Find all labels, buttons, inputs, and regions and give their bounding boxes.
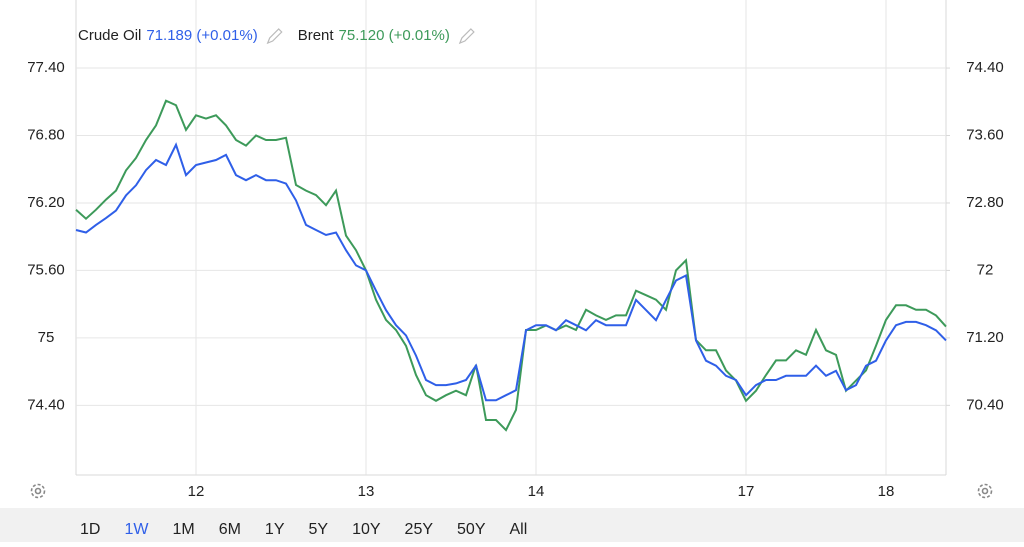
legend-value: 75.120 (+0.01%) xyxy=(339,27,450,44)
range-button[interactable]: 1M xyxy=(172,521,194,538)
x-tick-label: 17 xyxy=(738,483,755,500)
legend-name: Crude Oil xyxy=(78,27,141,44)
line-series xyxy=(75,142,947,402)
y-tick-label: 75.60 xyxy=(27,261,65,278)
y2-tick-label: 72 xyxy=(977,261,994,278)
range-button[interactable]: 50Y xyxy=(457,521,486,538)
y-tick-label: 75 xyxy=(38,329,55,346)
x-tick-label: 18 xyxy=(878,483,895,500)
line-series xyxy=(75,99,947,432)
legend-name: Brent xyxy=(298,27,335,44)
settings-icon-left[interactable] xyxy=(30,483,46,499)
y2-tick-label: 70.40 xyxy=(966,396,1004,413)
x-tick-label: 13 xyxy=(358,483,375,500)
x-tick-label: 14 xyxy=(528,483,545,500)
y2-tick-label: 74.40 xyxy=(966,59,1004,76)
x-tick-label: 12 xyxy=(188,483,205,500)
range-button[interactable]: 6M xyxy=(219,521,241,538)
y-tick-label: 74.40 xyxy=(27,396,65,413)
legend-value: 71.189 (+0.01%) xyxy=(146,27,257,44)
range-button[interactable]: 10Y xyxy=(352,521,381,538)
range-button[interactable]: 1D xyxy=(80,521,100,538)
y2-tick-label: 71.20 xyxy=(966,329,1004,346)
y-tick-label: 76.80 xyxy=(27,126,65,143)
y-tick-label: 77.40 xyxy=(27,59,65,76)
range-button[interactable]: All xyxy=(509,521,527,538)
y2-tick-label: 72.80 xyxy=(966,194,1004,211)
settings-icon-right[interactable] xyxy=(977,483,993,499)
range-button[interactable]: 5Y xyxy=(309,521,329,538)
range-button[interactable]: 1W xyxy=(124,521,149,538)
y2-tick-label: 73.60 xyxy=(966,126,1004,143)
edit-icon[interactable] xyxy=(266,28,283,45)
edit-icon[interactable] xyxy=(458,28,475,45)
range-button[interactable]: 25Y xyxy=(405,521,434,538)
range-bar xyxy=(0,508,1024,542)
range-button[interactable]: 1Y xyxy=(265,521,285,538)
y-tick-label: 76.20 xyxy=(27,194,65,211)
